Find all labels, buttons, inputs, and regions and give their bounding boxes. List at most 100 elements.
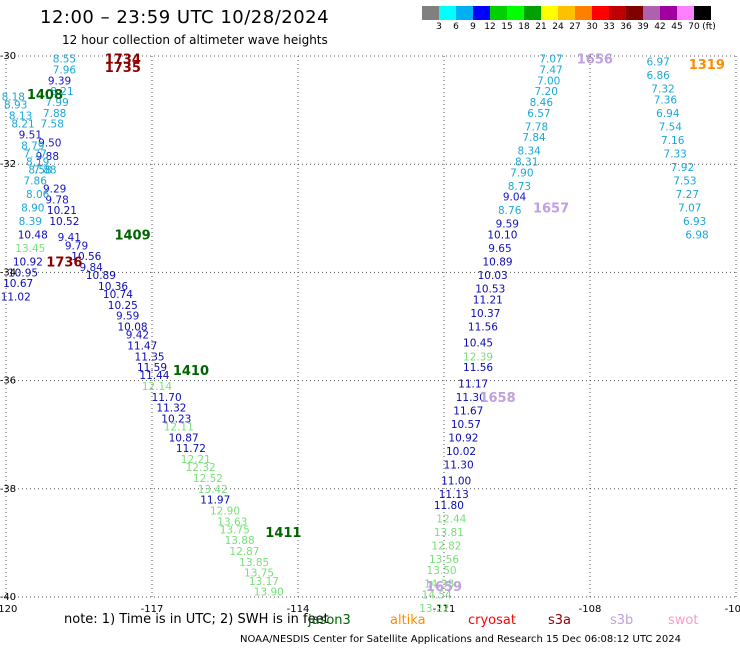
wave-height-label: 11.13 (439, 489, 469, 501)
wave-height-label: 9.88 (36, 151, 59, 163)
wave-height-label: 9.42 (126, 330, 149, 342)
wave-height-label: 7.27 (676, 189, 699, 201)
wave-height-label: 10.02 (446, 446, 476, 458)
colorbar-swatch (575, 6, 592, 20)
wave-height-label: 8.58 (28, 165, 51, 177)
wave-height-label: 10.23 (161, 413, 191, 425)
wave-height-label: 11.47 (127, 340, 157, 352)
wave-height-label: 11.00 (441, 476, 471, 488)
wave-height-label: 11.72 (176, 443, 206, 455)
x-tick-label: -120 (0, 604, 17, 615)
wave-height-label: 7.84 (522, 132, 546, 144)
wave-height-label: 8.39 (19, 216, 42, 228)
wave-height-label: 9.78 (45, 194, 68, 206)
colorbar-tick-label: 39 (637, 22, 649, 32)
pass-time-label: 1319 (689, 58, 725, 73)
chart-title: 12:00 – 23:59 UTC 10/28/2024 (40, 7, 330, 28)
y-tick-label: -38 (0, 484, 16, 495)
wave-height-label: 9.39 (48, 75, 71, 87)
pass-time-label: 1410 (173, 364, 209, 379)
legend-swot: swot (668, 613, 699, 628)
wave-height-label: 8.19 (26, 156, 49, 168)
wave-height-label: 7.07 (678, 202, 701, 214)
wave-height-label: 13.75 (244, 568, 274, 580)
pass-time-label: 1735 (105, 61, 141, 76)
wave-height-label: 7.53 (673, 175, 696, 187)
wave-height-label: 10.10 (487, 230, 517, 242)
wave-height-label: 8.34 (517, 146, 541, 158)
wave-height-label: 12.90 (210, 505, 240, 517)
wave-height-label: 10.53 (475, 284, 505, 296)
colorbar-swatch (541, 6, 558, 20)
wave-height-label: 11.44 (139, 370, 169, 382)
wave-height-label: 6.94 (656, 108, 680, 120)
colorbar-tick-label: 36 (620, 22, 632, 32)
wave-height-label: 13.75 (220, 524, 250, 536)
wave-height-label: 12.39 (463, 351, 493, 363)
wave-height-label: 12.11 (164, 422, 194, 434)
wave-height-label: 7.92 (671, 162, 694, 174)
y-tick-label: -36 (0, 376, 16, 387)
note-text: note: 1) Time is in UTC; 2) SWH is in fe… (64, 612, 329, 627)
wave-height-label: 10.21 (47, 205, 77, 217)
wave-height-label: 10.67 (3, 278, 33, 290)
pass-time-label: 1411 (265, 526, 301, 541)
wave-height-label: 9.65 (488, 243, 511, 255)
wave-height-label: 11.80 (434, 500, 464, 512)
wave-height-label: 13.50 (427, 565, 457, 577)
colorbar-tick-label: 3 (436, 22, 442, 32)
wave-height-label: 11.70 (152, 392, 182, 404)
wave-height-label: 8.13 (9, 111, 32, 123)
wave-height-label: 12.87 (229, 546, 259, 558)
wave-height-label: 8.21 (11, 119, 34, 131)
wave-height-label: 8.31 (515, 156, 538, 168)
wave-height-label: 9.50 (38, 138, 61, 150)
wave-height-label: 7.07 (539, 54, 562, 66)
wave-height-label: 11.21 (473, 294, 503, 306)
colorbar-tick-label: 27 (569, 22, 581, 32)
wave-height-label: 13.45 (15, 243, 45, 255)
wave-height-label: 9.41 (58, 232, 81, 244)
wave-height-label: 7.96 (53, 65, 77, 77)
pass-time-label: 1408 (27, 88, 63, 103)
wave-height-label: 9.84 (79, 262, 103, 274)
wave-height-label: 11.59 (137, 362, 167, 374)
wave-height-label: 10.48 (18, 230, 48, 242)
wave-height-label: 13.90 (254, 587, 284, 599)
wave-height-label: 12.52 (193, 473, 223, 485)
y-tick-label: -32 (0, 159, 16, 170)
x-tick-label: -111 (433, 604, 456, 615)
wave-height-label: 11.56 (468, 322, 498, 334)
wave-height-label: 7.20 (535, 86, 558, 98)
wave-height-label: 13.42 (198, 484, 228, 496)
wave-height-label: 12.44 (436, 514, 466, 526)
wave-height-label: 13.63 (217, 516, 247, 528)
wave-height-label: 9.04 (503, 192, 527, 204)
footer-credit: NOAA/NESDIS Center for Satellite Applica… (240, 634, 682, 645)
wave-height-label: 8.06 (26, 189, 50, 201)
wave-height-label: 9.59 (116, 311, 139, 323)
colorbar-tick-label: 21 (535, 22, 547, 32)
wave-height-label: 11.56 (463, 362, 493, 374)
wave-height-label: 8.18 (2, 92, 25, 104)
wave-height-label: 10.89 (86, 270, 116, 282)
y-tick-label: -34 (0, 267, 16, 278)
colorbar-swatch (694, 6, 711, 20)
wave-height-label: 7.32 (651, 83, 674, 95)
wave-height-label: 8.76 (498, 205, 522, 217)
wave-height-label: 10.52 (49, 216, 79, 228)
wave-height-label: 11.30 (444, 459, 474, 471)
x-tick-label: -108 (579, 604, 602, 615)
wave-height-label: 10.03 (478, 270, 508, 282)
wave-height-label: 8.73 (508, 181, 531, 193)
wave-height-label: 6.93 (683, 216, 706, 228)
colorbar-tick-label: 15 (501, 22, 513, 32)
colorbar-tick-label: 70 (688, 22, 700, 32)
wave-height-label: 11.97 (200, 495, 230, 507)
wave-height-label: 6.98 (685, 230, 708, 242)
wave-height-label: 11.32 (156, 403, 186, 415)
wave-height-label: 10.45 (463, 338, 493, 350)
colorbar-tick-label: 42 (654, 22, 666, 32)
wave-height-label: 7.90 (510, 167, 533, 179)
wave-height-label: 10.74 (103, 289, 133, 301)
